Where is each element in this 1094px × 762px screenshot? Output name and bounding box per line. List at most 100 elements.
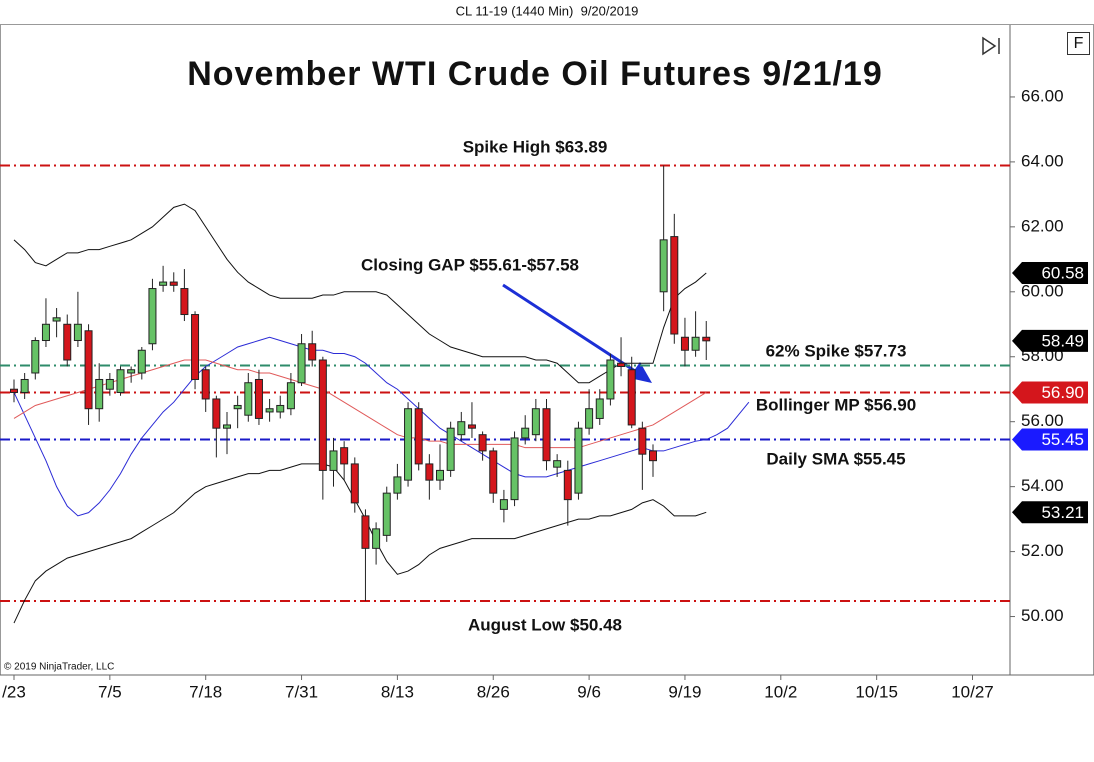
price-tag <box>1012 501 1088 524</box>
x-tick-label: 8/13 <box>381 682 414 701</box>
y-tick-label: 62.00 <box>1021 216 1064 235</box>
candle-body <box>414 408 423 465</box>
candle-body <box>212 398 221 429</box>
candle-body <box>233 404 242 410</box>
x-tick-label: 7/5 <box>98 682 122 701</box>
x-tick-label: 7/18 <box>189 682 222 701</box>
candle-body <box>563 469 572 501</box>
candle-body <box>425 463 434 481</box>
candle-body <box>585 408 594 429</box>
y-tick-label: 54.00 <box>1021 476 1064 495</box>
candle-body <box>20 378 29 393</box>
level-label: 62% Spike $57.73 <box>766 341 907 360</box>
candle-body <box>318 359 327 471</box>
candle-body <box>286 382 295 410</box>
plot-area <box>0 164 1010 624</box>
candle-body <box>670 236 679 335</box>
candle-body <box>116 369 125 393</box>
candle-body <box>404 408 413 481</box>
candle-body <box>691 336 700 351</box>
copyright: © 2019 NinjaTrader, LLC <box>4 662 114 673</box>
candle-body <box>201 369 210 400</box>
candle-body <box>244 382 253 416</box>
x-tick-label: 10/27 <box>951 682 994 701</box>
candle-body <box>265 408 274 413</box>
candle-body <box>521 427 530 439</box>
candle-body <box>329 450 338 471</box>
candle-body <box>542 408 551 462</box>
f-button-label[interactable]: F <box>1074 35 1084 52</box>
price-tag <box>1012 381 1088 404</box>
candle-body <box>595 398 604 419</box>
candle-body <box>297 343 306 384</box>
x-tick-label: 10/15 <box>855 682 898 701</box>
candle-body <box>361 515 370 549</box>
candle-body <box>499 499 508 510</box>
candle-body <box>148 288 157 345</box>
candle-body <box>191 314 200 380</box>
candle-body <box>446 427 455 471</box>
overlay-line <box>13 203 707 384</box>
candle-body <box>180 288 189 316</box>
f-button[interactable] <box>1067 32 1090 55</box>
candle-body <box>372 528 381 549</box>
candle-body <box>276 404 285 413</box>
candle-body <box>436 469 444 481</box>
candle-body <box>627 369 636 426</box>
y-tick-label: 50.00 <box>1021 606 1064 625</box>
candle-body <box>308 343 317 361</box>
candle-body <box>467 424 476 429</box>
candle-body <box>105 378 114 390</box>
candle-body <box>52 317 61 322</box>
candle-body <box>606 359 615 400</box>
candle-body <box>382 492 391 536</box>
candle-body <box>680 336 689 351</box>
y-tick-label: 52.00 <box>1021 541 1064 560</box>
candle-body <box>159 281 168 286</box>
x-tick-label: /23 <box>2 682 26 701</box>
candle-body <box>63 323 72 361</box>
level-label: Bollinger MP $56.90 <box>756 395 916 414</box>
y-tick-label: 60.00 <box>1021 281 1064 300</box>
overlay-line <box>13 336 750 517</box>
chart-header: CL 11-19 (1440 Min) 9/20/2019 <box>456 3 639 18</box>
price-tag-label: 58.49 <box>1041 331 1084 350</box>
candle-body <box>340 447 349 465</box>
x-tick-label: 7/31 <box>285 682 318 701</box>
candle-body <box>574 427 583 494</box>
candle-body <box>531 408 540 436</box>
candle-body <box>31 340 40 374</box>
annotation: Closing GAP $55.61-$57.58 <box>361 255 579 274</box>
price-tag <box>1012 329 1088 352</box>
x-tick-label: 8/26 <box>477 682 510 701</box>
candle-body <box>41 323 50 342</box>
level-label: August Low $50.48 <box>468 615 622 634</box>
candle-body <box>478 434 487 452</box>
candle-body <box>659 239 668 293</box>
overlay-line <box>13 463 707 624</box>
candle-body <box>702 336 711 342</box>
x-tick-label: 9/6 <box>577 682 601 701</box>
overlay-line <box>13 359 707 449</box>
candle-body <box>489 450 498 494</box>
candle-body <box>553 460 562 468</box>
level-label: Spike High $63.89 <box>463 137 608 156</box>
candle-body <box>223 424 231 429</box>
x-tick-label: 10/2 <box>764 682 797 701</box>
price-tag <box>1012 261 1088 284</box>
play-icon[interactable] <box>982 36 1000 56</box>
price-tag-label: 56.90 <box>1041 383 1084 402</box>
price-tag-label: 53.21 <box>1041 503 1084 522</box>
axes: 50.0052.0054.0056.0058.0060.0062.0064.00… <box>2 86 1088 701</box>
candle-body <box>127 369 136 374</box>
arrow-shaft <box>502 283 639 375</box>
y-tick-label: 56.00 <box>1021 411 1064 430</box>
candle-body <box>84 330 93 410</box>
candle-body <box>457 421 466 436</box>
candle-body <box>73 323 82 342</box>
price-tag-label: 55.45 <box>1041 430 1084 449</box>
play-triangle[interactable] <box>982 36 997 56</box>
candle-body <box>638 427 647 455</box>
